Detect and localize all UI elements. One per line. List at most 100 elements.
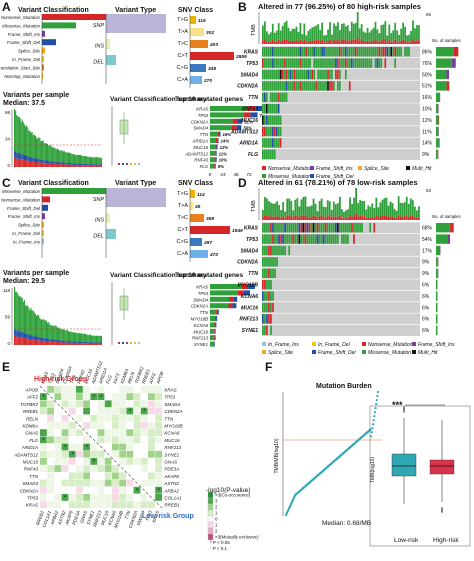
e-cell bbox=[104, 436, 112, 444]
a-vps-bar bbox=[67, 163, 69, 165]
a-vps-bar bbox=[51, 146, 53, 162]
d-tmb-label: TMB bbox=[251, 200, 257, 212]
d-tmb-bar bbox=[393, 208, 396, 218]
d-cell bbox=[268, 302, 270, 313]
e-cell bbox=[97, 429, 105, 436]
a-vps-bar bbox=[16, 158, 18, 167]
e-cell bbox=[155, 486, 162, 494]
d-tmb-bar bbox=[296, 215, 299, 220]
d-cell bbox=[330, 223, 333, 233]
c-vps-bar bbox=[20, 331, 22, 338]
c-vps-bar bbox=[60, 340, 62, 343]
b-cell bbox=[283, 92, 286, 102]
b-cell bbox=[354, 58, 357, 68]
c-vps-bar bbox=[52, 341, 54, 345]
e-cell bbox=[140, 479, 148, 487]
a-gene-xtick: 24 bbox=[220, 172, 226, 178]
b-cell bbox=[303, 69, 306, 80]
a-vps-bar bbox=[17, 158, 19, 167]
b-tmb-bar bbox=[297, 31, 300, 42]
a-gene-bar bbox=[210, 131, 218, 137]
c-vps-bar bbox=[94, 335, 96, 343]
d-cell bbox=[284, 234, 287, 244]
b-cell bbox=[342, 58, 345, 68]
c-vps-bar bbox=[19, 296, 21, 332]
e-sig-mark: * bbox=[64, 445, 67, 451]
c-snv-value: 1949 bbox=[232, 228, 243, 234]
d-cell bbox=[282, 234, 284, 244]
b-legend-swatch bbox=[406, 166, 410, 170]
f-group-high: High-risk bbox=[433, 537, 459, 544]
a-class-label: Translation_Start_Site bbox=[0, 65, 41, 70]
b-cell bbox=[325, 58, 327, 68]
e-cell bbox=[40, 479, 47, 487]
d-cell bbox=[288, 234, 291, 244]
c-gene-bar bbox=[213, 335, 215, 341]
f-ylabel: TMB/MB(log10) bbox=[274, 438, 280, 473]
c-snv-bar bbox=[190, 238, 202, 246]
a-vps-bar bbox=[93, 157, 95, 165]
e-cell bbox=[90, 501, 98, 508]
c-vps-title: Variants per sample bbox=[3, 270, 70, 277]
e-cell bbox=[54, 465, 62, 472]
a-vps-bar bbox=[96, 165, 98, 167]
d-cell bbox=[266, 257, 268, 267]
d-tmb-bar bbox=[324, 207, 327, 218]
a-vps-bar bbox=[37, 162, 39, 167]
a-vps-bar bbox=[63, 150, 65, 163]
e-cell bbox=[76, 465, 83, 472]
a-vps-bar bbox=[83, 163, 85, 166]
b-cell bbox=[366, 58, 369, 68]
c-vps-bar bbox=[65, 330, 67, 341]
e-cell bbox=[68, 393, 76, 400]
a-type-label: SNP bbox=[93, 23, 105, 29]
a-gene-bar bbox=[214, 163, 216, 169]
e-cell bbox=[148, 422, 155, 429]
c-vps-bar bbox=[80, 341, 82, 344]
e-cell bbox=[61, 429, 69, 436]
b-pct: 9% bbox=[422, 152, 430, 158]
a-vps-bar bbox=[47, 143, 49, 161]
e-right-gene: MUC16 bbox=[164, 438, 180, 443]
b-cell bbox=[303, 58, 306, 68]
b-pct: 76% bbox=[422, 61, 433, 67]
c-vps-bar bbox=[64, 330, 66, 341]
c-type-bar bbox=[106, 229, 116, 239]
b-tmb-bar bbox=[348, 31, 351, 42]
b-cell bbox=[279, 138, 282, 148]
b-legend-label: Multi_Hit bbox=[412, 166, 432, 172]
a-vps-bar bbox=[53, 161, 55, 164]
e-cell bbox=[112, 422, 119, 429]
d-tmb-bar bbox=[274, 216, 276, 220]
d-tmb-bar bbox=[351, 216, 353, 220]
d-tmb-bar bbox=[395, 210, 398, 219]
d-tmb-bar bbox=[326, 200, 329, 217]
e-cell bbox=[133, 458, 141, 465]
b-cell bbox=[277, 115, 280, 125]
a-vps-bar bbox=[94, 164, 96, 166]
b-tmb-bar bbox=[402, 22, 405, 40]
d-cell bbox=[306, 223, 309, 233]
b-cell bbox=[313, 58, 316, 68]
c-snv-bar bbox=[190, 202, 193, 210]
c-gene-bar bbox=[214, 341, 215, 347]
b-side-bar bbox=[436, 47, 454, 57]
e-cell bbox=[61, 414, 69, 422]
e-cell bbox=[155, 414, 162, 422]
e-cell bbox=[126, 465, 134, 472]
e-cell bbox=[155, 465, 162, 472]
d-cell bbox=[284, 245, 287, 256]
b-cell bbox=[376, 47, 379, 57]
a-vps-bar bbox=[17, 152, 19, 159]
c-vps-bar bbox=[31, 339, 33, 345]
d-tmb-bar bbox=[306, 206, 309, 218]
b-cell bbox=[398, 47, 400, 57]
c-type-label: INS bbox=[95, 218, 105, 224]
a-vps-bar bbox=[76, 154, 78, 164]
c-vps-bar bbox=[14, 335, 16, 345]
e-cell bbox=[47, 386, 54, 393]
c-vps-bar bbox=[82, 341, 84, 344]
b-cell bbox=[273, 92, 276, 102]
b-tmb-bar bbox=[277, 23, 280, 40]
c-snv-value: 358 bbox=[206, 216, 214, 222]
